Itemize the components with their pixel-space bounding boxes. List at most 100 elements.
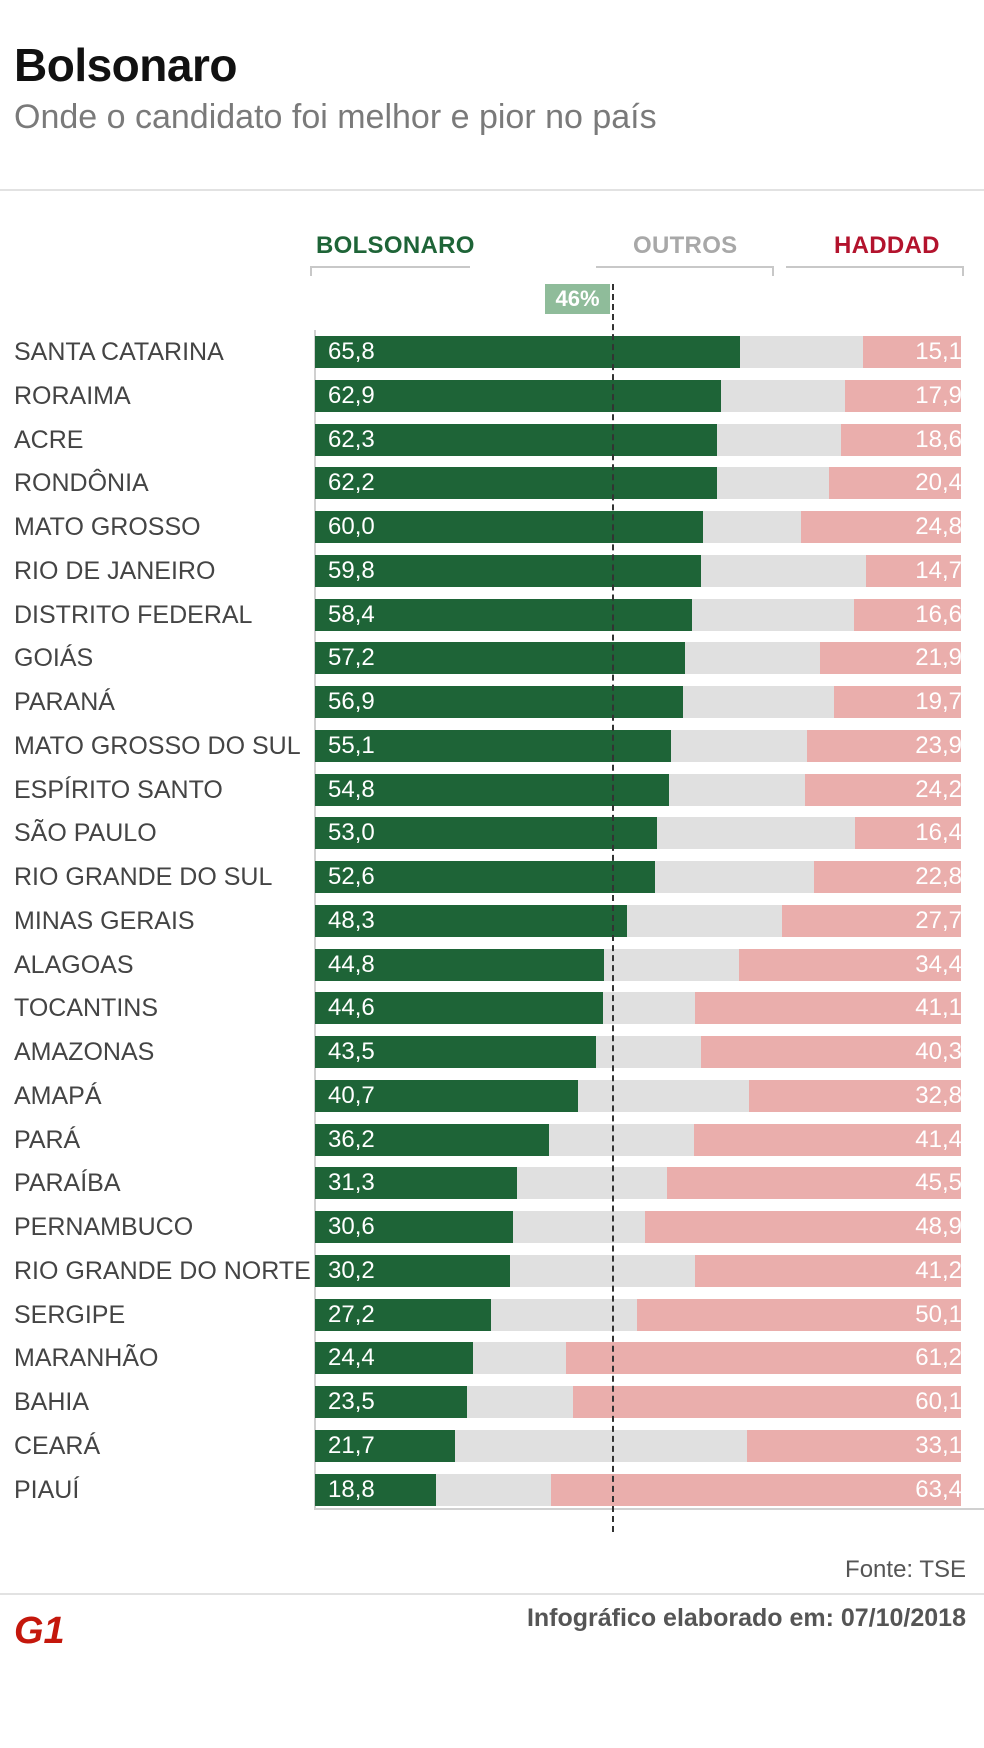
bar-haddad: [819, 642, 961, 675]
bar-outros: [692, 598, 854, 631]
bar-haddad: [829, 467, 961, 500]
bar-outros: [670, 729, 807, 762]
value-label-haddad: 19,7: [915, 688, 962, 715]
value-label-haddad: 40,3: [915, 1038, 962, 1065]
state-row: SÃO PAULO 53,0 16,4: [0, 817, 984, 850]
bar-bolsonaro: [315, 1342, 473, 1375]
value-label-bolsonaro: 24,4: [328, 1344, 375, 1372]
source-note: Fonte: TSE: [845, 1556, 966, 1583]
value-label-bolsonaro: 48,3: [328, 906, 375, 934]
state-label: BAHIA: [14, 1388, 90, 1416]
state-label: MATO GROSSO DO SUL: [14, 731, 301, 760]
bar-outros: [466, 1386, 573, 1418]
g1-logo: G1: [14, 1612, 65, 1646]
state-row: RONDÔNIA 62,2 20,4: [0, 467, 984, 500]
bar-bolsonaro: [315, 729, 671, 762]
legend-bracket-bolsonaro: [310, 266, 470, 276]
state-row: PARAÍBA 31,3 45,5: [0, 1167, 984, 1200]
state-label: CEARÁ: [14, 1431, 101, 1460]
value-label-bolsonaro: 40,7: [328, 1081, 375, 1109]
value-label-haddad: 14,7: [915, 556, 962, 584]
state-row: MATO GROSSO 60,0 24,8: [0, 511, 984, 543]
state-label: RORAIMA: [14, 381, 131, 410]
chart-title: Bolsonaro: [14, 39, 237, 91]
value-label-bolsonaro: 57,2: [328, 644, 375, 672]
g1-logo-text: G1: [14, 1612, 65, 1646]
state-label: PARANÁ: [14, 688, 115, 716]
state-label: SERGIPE: [14, 1300, 126, 1329]
state-row: MINAS GERAIS 48,3 27,7: [0, 904, 984, 937]
state-row: AMAPÁ 40,7 32,8: [0, 1079, 984, 1112]
bar-haddad: [800, 511, 961, 543]
value-label-haddad: 27,7: [915, 906, 962, 934]
value-label-bolsonaro: 18,8: [328, 1475, 375, 1503]
state-label: SÃO PAULO: [14, 819, 157, 848]
bar-outros: [436, 1473, 552, 1506]
bar-outros: [472, 1342, 566, 1375]
state-label: RIO GRANDE DO NORTE: [14, 1256, 311, 1285]
value-label-haddad: 63,4: [915, 1475, 962, 1503]
bar-outros: [657, 817, 856, 850]
state-row: RIO GRANDE DO SUL 52,6 22,8: [0, 861, 984, 893]
state-row: TOCANTINS 44,6 41,1: [0, 992, 984, 1025]
bar-outros: [682, 686, 834, 718]
state-label: GOIÁS: [14, 644, 94, 673]
value-label-haddad: 48,9: [915, 1213, 962, 1240]
bar-bolsonaro: [315, 948, 605, 981]
bar-haddad: [845, 379, 961, 412]
state-row: SERGIPE 27,2 50,1: [0, 1298, 984, 1331]
state-label: DISTRITO FEDERAL: [14, 600, 253, 629]
state-row: ACRE 62,3 18,6: [0, 423, 984, 456]
bar-outros: [740, 336, 864, 368]
bar-haddad: [840, 423, 961, 456]
value-label-haddad: 18,6: [915, 425, 962, 453]
bar-haddad: [866, 554, 961, 587]
bar-haddad: [855, 817, 961, 850]
bar-haddad: [782, 904, 961, 937]
value-label-haddad: 24,8: [915, 513, 962, 540]
bar-haddad: [833, 686, 961, 718]
bar-outros: [577, 1079, 750, 1112]
value-label-bolsonaro: 43,5: [328, 1038, 375, 1065]
bar-haddad: [695, 992, 961, 1025]
bar-outros: [716, 467, 830, 500]
value-label-haddad: 33,1: [915, 1431, 962, 1459]
bar-bolsonaro: [315, 1298, 491, 1331]
bar-bolsonaro: [315, 1386, 467, 1418]
value-label-bolsonaro: 21,7: [328, 1431, 375, 1459]
legend-bracket-haddad: [786, 266, 964, 276]
bar-haddad: [747, 1429, 961, 1462]
value-label-bolsonaro: 62,9: [328, 381, 375, 409]
bar-outros: [684, 642, 820, 675]
bar-haddad: [551, 1473, 961, 1506]
value-label-haddad: 32,8: [915, 1081, 962, 1109]
bar-haddad: [749, 1079, 961, 1112]
bar-bolsonaro: [315, 1473, 437, 1506]
average-marker-label: 46%: [545, 284, 610, 314]
value-label-bolsonaro: 60,0: [328, 513, 375, 540]
legend-bolsonaro: BOLSONARO: [316, 232, 475, 259]
state-row: PARÁ 36,2 41,4: [0, 1123, 984, 1156]
state-label: PIAUÍ: [14, 1475, 80, 1504]
value-label-bolsonaro: 65,8: [328, 338, 375, 365]
value-label-bolsonaro: 52,6: [328, 863, 375, 890]
chart-bottom-axis: [314, 1508, 984, 1510]
value-label-haddad: 22,8: [915, 863, 962, 890]
bar-outros: [510, 1254, 695, 1287]
bar-outros: [490, 1298, 638, 1331]
value-label-haddad: 16,4: [915, 819, 962, 847]
bar-bolsonaro: [315, 1123, 549, 1156]
state-row: BAHIA 23,5 60,1: [0, 1386, 984, 1418]
bar-outros: [702, 511, 801, 543]
bar-bolsonaro: [315, 1429, 456, 1462]
bar-haddad: [700, 1036, 961, 1068]
bar-outros: [455, 1429, 748, 1462]
bar-bolsonaro: [315, 467, 717, 500]
value-label-bolsonaro: 27,2: [328, 1300, 375, 1328]
bar-bolsonaro: [315, 554, 702, 587]
value-label-haddad: 15,1: [915, 338, 962, 365]
bar-haddad: [694, 1254, 961, 1287]
bar-haddad: [853, 598, 961, 631]
bar-bolsonaro: [315, 336, 741, 368]
value-label-bolsonaro: 54,8: [328, 775, 375, 803]
